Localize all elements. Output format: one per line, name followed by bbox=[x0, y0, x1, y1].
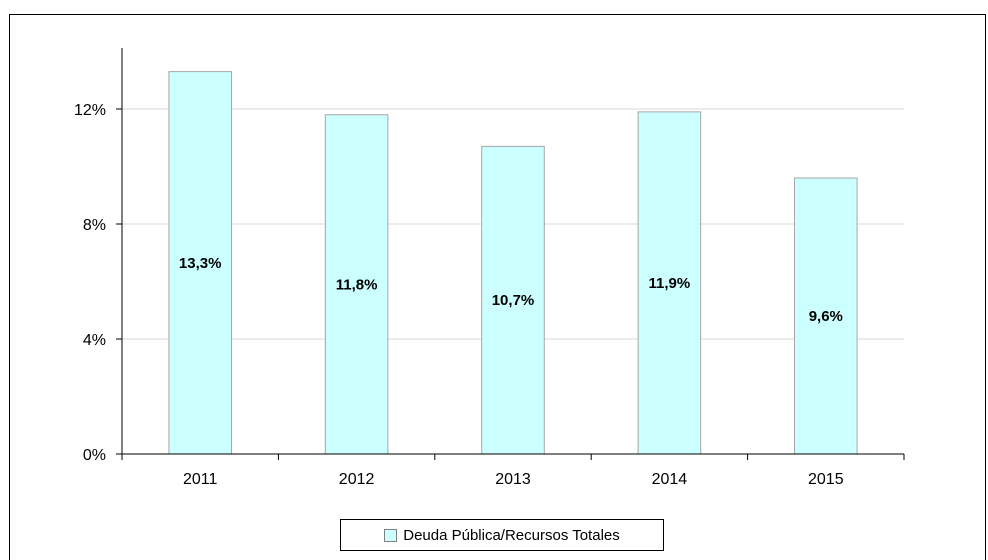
y-tick-label: 12% bbox=[74, 102, 106, 119]
data-label-2014: 11,9% bbox=[649, 275, 691, 292]
y-tick-label: 0% bbox=[83, 447, 106, 464]
y-tick-labels: 0% 4% 8% 12% bbox=[74, 102, 106, 464]
chart-frame bbox=[9, 14, 986, 560]
y-tick-label: 4% bbox=[83, 332, 106, 349]
legend-swatch bbox=[384, 528, 398, 542]
x-tick-label-2014: 2014 bbox=[652, 471, 688, 488]
data-label-2015: 9,6% bbox=[809, 308, 843, 325]
data-label-2012: 11,8% bbox=[336, 276, 378, 293]
bars bbox=[168, 71, 858, 455]
axes bbox=[116, 48, 905, 460]
x-tick-label-2015: 2015 bbox=[808, 471, 844, 488]
data-label-2013: 10,7% bbox=[492, 292, 535, 309]
legend: Deuda Pública/Recursos Totales bbox=[340, 519, 664, 551]
y-tick-label: 8% bbox=[83, 217, 106, 234]
x-tick-label-2013: 2013 bbox=[495, 471, 531, 488]
bar-2013 bbox=[481, 145, 545, 455]
bar-2014 bbox=[637, 111, 702, 455]
bar-2011 bbox=[168, 71, 232, 455]
x-tick-label-2012: 2012 bbox=[339, 471, 375, 488]
data-labels: 13,3% 11,8% 10,7% 11,9% 9,6% bbox=[179, 255, 843, 325]
x-tick-labels: 2011 2012 2013 2014 2015 bbox=[183, 471, 844, 488]
legend-label: Deuda Pública/Recursos Totales bbox=[403, 526, 620, 544]
data-label-2011: 13,3% bbox=[179, 255, 222, 272]
bar-2015 bbox=[794, 177, 858, 455]
x-tick-label-2011: 2011 bbox=[183, 471, 218, 488]
